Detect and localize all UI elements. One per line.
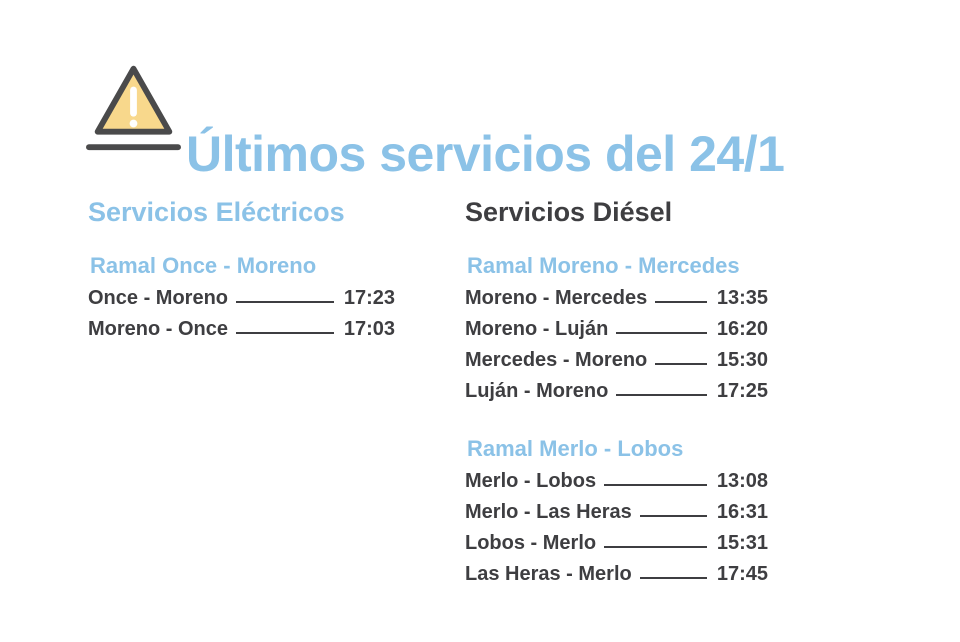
section-ramal-merlo-lobos: Ramal Merlo - Lobos Merlo - Lobos 13:08 …	[465, 435, 768, 594]
departure-time: 13:35	[716, 287, 768, 309]
column-heading-electricos: Servicios Eléctricos	[88, 197, 345, 227]
section-ramal-moreno-mercedes: Ramal Moreno - Mercedes Moreno - Mercede…	[465, 252, 768, 411]
route-label: Mercedes - Moreno	[465, 349, 648, 371]
departure-time: 13:08	[716, 470, 768, 492]
schedule-row: Moreno - Once 17:03	[88, 318, 395, 349]
column-servicios-diesel: Servicios Diésel Ramal Moreno - Mercedes…	[465, 196, 768, 594]
leader-line	[236, 332, 334, 334]
section-ramal-once-moreno: Ramal Once - Moreno Once - Moreno 17:23 …	[88, 252, 395, 349]
route-label: Merlo - Las Heras	[465, 501, 632, 523]
schedule-row: Once - Moreno 17:23	[88, 287, 395, 318]
schedule-row: Moreno - Mercedes 13:35	[465, 287, 768, 318]
route-label: Moreno - Luján	[465, 318, 609, 340]
column-heading-diesel: Servicios Diésel	[465, 197, 673, 227]
schedule-row: Merlo - Lobos 13:08	[465, 470, 768, 501]
ramal-title: Ramal Once - Moreno	[90, 253, 317, 278]
departure-time: 15:30	[716, 349, 768, 371]
schedule-row: Mercedes - Moreno 15:30	[465, 349, 768, 380]
departure-time: 17:25	[716, 380, 768, 402]
departure-time: 17:03	[343, 318, 395, 340]
leader-line	[655, 363, 707, 365]
route-label: Once - Moreno	[88, 287, 229, 309]
column-servicios-electricos: Servicios Eléctricos Ramal Once - Moreno…	[88, 196, 395, 349]
schedule-rows: Once - Moreno 17:23 Moreno - Once 17:03	[88, 287, 395, 349]
leader-line	[604, 546, 707, 548]
leader-line	[616, 332, 707, 334]
leader-line	[655, 301, 707, 303]
schedule-row: Moreno - Luján 16:20	[465, 318, 768, 349]
leader-line	[236, 301, 334, 303]
departure-time: 16:20	[716, 318, 768, 340]
page-title: Últimos servicios del 24/1	[186, 125, 785, 182]
schedule-row: Merlo - Las Heras 16:31	[465, 501, 768, 532]
route-label: Lobos - Merlo	[465, 532, 597, 554]
route-label: Luján - Moreno	[465, 380, 609, 402]
departure-time: 17:45	[716, 563, 768, 585]
schedule-row: Luján - Moreno 17:25	[465, 380, 768, 411]
schedule-rows: Merlo - Lobos 13:08 Merlo - Las Heras 16…	[465, 470, 768, 594]
leader-line	[639, 515, 707, 517]
schedule-rows: Moreno - Mercedes 13:35 Moreno - Luján 1…	[465, 287, 768, 411]
ramal-title: Ramal Moreno - Mercedes	[467, 253, 740, 278]
route-label: Moreno - Mercedes	[465, 287, 648, 309]
ramal-title: Ramal Merlo - Lobos	[467, 436, 684, 461]
route-label: Moreno - Once	[88, 318, 229, 340]
departure-time: 16:31	[716, 501, 768, 523]
departure-time: 15:31	[716, 532, 768, 554]
leader-line	[604, 484, 707, 486]
route-label: Merlo - Lobos	[465, 470, 597, 492]
leader-line	[616, 394, 707, 396]
schedule-row: Las Heras - Merlo 17:45	[465, 563, 768, 594]
schedule-row: Lobos - Merlo 15:31	[465, 532, 768, 563]
route-label: Las Heras - Merlo	[465, 563, 632, 585]
departure-time: 17:23	[343, 287, 395, 309]
warning-triangle-icon	[86, 65, 181, 151]
leader-line	[639, 577, 707, 579]
